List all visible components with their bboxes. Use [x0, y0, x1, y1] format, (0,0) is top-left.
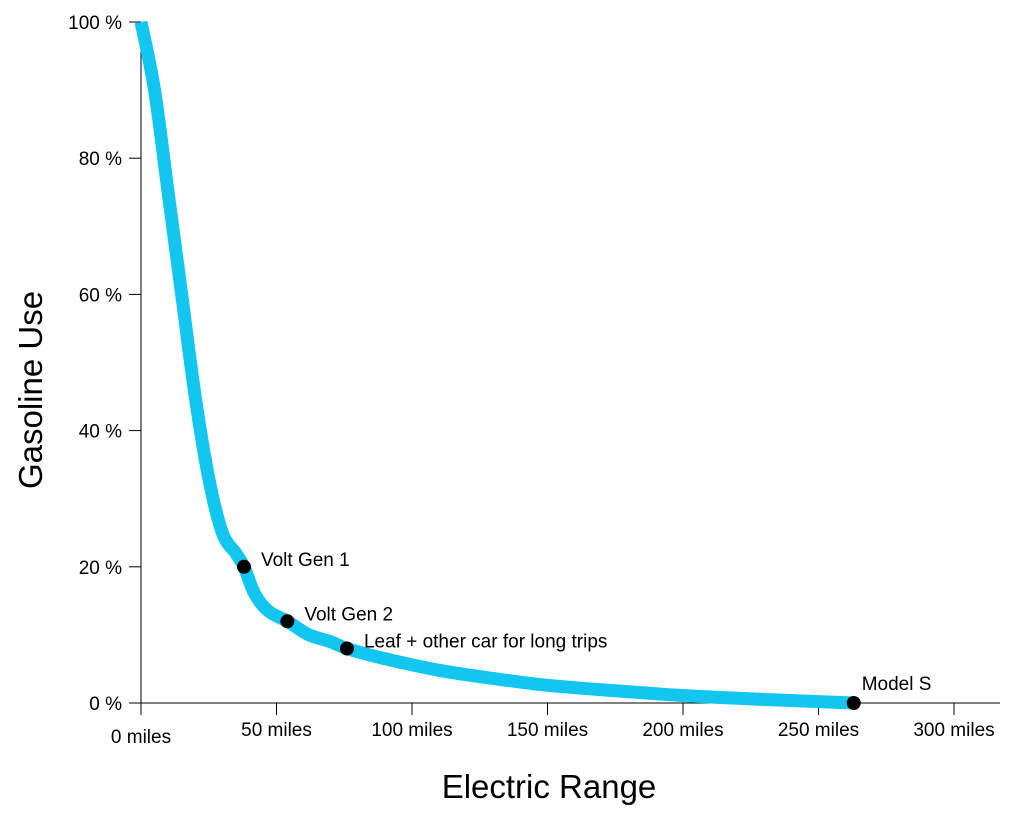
data-point	[339, 641, 354, 656]
data-point-label: Volt Gen 1	[261, 550, 350, 571]
y-tick-label: 0 %	[89, 694, 122, 715]
data-point	[280, 614, 295, 629]
y-axis-title: Gasoline Use	[12, 291, 49, 489]
x-tick-label: 150 miles	[507, 720, 588, 741]
x-tick-label: 0 miles	[111, 727, 171, 748]
data-points: Volt Gen 1 Volt Gen 2 Leaf + other car for…	[236, 550, 932, 710]
x-tick-label: 250 miles	[778, 720, 859, 741]
ticks: 0 % 20 % 40 % 60 % 80 % 100 % 0 miles 50 miles 1…	[68, 13, 995, 748]
y-tick-label: 40 %	[79, 422, 122, 443]
y-tick-label: 100 %	[68, 13, 122, 34]
x-tick-label: 200 miles	[642, 720, 723, 741]
data-point-label: Model S	[862, 674, 932, 695]
x-axis-title: Electric Range	[442, 768, 657, 805]
x-tick-label: 300 miles	[913, 720, 994, 741]
series-line	[134, 20, 854, 710]
data-point-label: Leaf + other car for long trips	[364, 632, 607, 653]
x-tick-label: 100 miles	[371, 720, 452, 741]
y-tick-label: 60 %	[79, 285, 122, 306]
x-tick-label: 50 miles	[241, 720, 312, 741]
series	[134, 20, 854, 710]
data-point-label: Volt Gen 2	[304, 604, 393, 625]
data-point	[846, 696, 861, 710]
y-tick-label: 80 %	[79, 149, 122, 170]
data-point	[236, 559, 251, 574]
y-tick-label: 20 %	[79, 558, 122, 579]
